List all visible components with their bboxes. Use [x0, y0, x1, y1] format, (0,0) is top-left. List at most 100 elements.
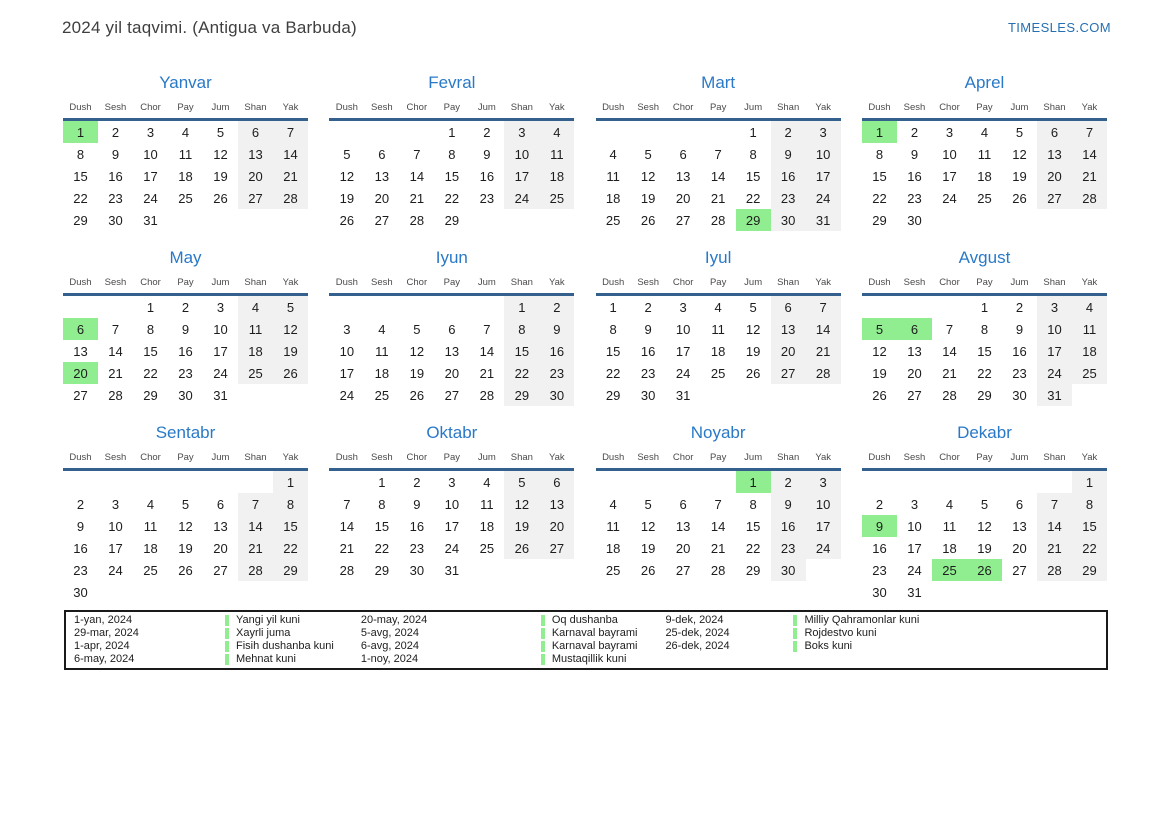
empty-cell	[1072, 581, 1107, 603]
day-cell: 14	[409, 168, 425, 184]
empty-cell	[631, 470, 666, 494]
month-table: Dush Sesh Chor Pay Jum Shan Yak 1 2 3 4 5 6 7 8 9 10 11 12…	[861, 99, 1107, 231]
day-cell: 4	[483, 474, 491, 490]
day-cell: 10	[805, 143, 841, 165]
empty-cell	[596, 120, 631, 144]
day-cell: 26	[409, 387, 425, 403]
month-title: Sentabr	[155, 423, 216, 442]
day-cell: 25	[605, 562, 621, 578]
legend-row: 9-dek, 2024 Milliy Qahramonlar kuni	[665, 614, 919, 627]
holiday-marker-icon	[225, 615, 229, 626]
day-cell: 31	[675, 387, 691, 403]
month-title: Mart	[701, 73, 736, 92]
day-cell: 15	[504, 340, 540, 362]
day-cell: 13	[907, 343, 922, 359]
day-cell: 8	[1071, 493, 1107, 515]
day-cell: 6	[679, 496, 687, 512]
day-cell: 20	[213, 540, 228, 556]
day-cell: 12	[640, 168, 656, 184]
month-title: Fevral	[428, 73, 476, 92]
day-cell: 28	[479, 387, 495, 403]
weekday-label: Yak	[539, 99, 575, 121]
weekday-label: Pay	[434, 274, 470, 296]
day-cell: 19	[273, 340, 308, 362]
month-table: Dush Sesh Chor Pay Jum Shan Yak 1 2 3 4 5 6 7 8 9 10 11 12…	[861, 449, 1107, 603]
day-cell: 31	[1036, 384, 1072, 406]
weekday-label: Sesh	[896, 274, 932, 296]
day-cell: 9	[1015, 321, 1024, 337]
empty-cell	[932, 209, 967, 231]
day-cell: 16	[409, 518, 425, 534]
day-cell: 12	[504, 493, 540, 515]
day-cell: 4	[181, 124, 190, 140]
day-cell: 4	[609, 496, 617, 512]
empty-cell	[504, 559, 539, 581]
legend-date: 5-avg, 2024	[360, 627, 419, 639]
day-cell: 4	[1071, 294, 1107, 318]
day-cell: 22	[1071, 537, 1107, 559]
day-cell: 8	[875, 146, 884, 162]
day-cell: 4	[714, 299, 722, 315]
day-cell: 8	[749, 146, 757, 162]
day-cell: 2	[413, 474, 421, 490]
day-cell: 25	[374, 387, 390, 403]
day-cell: 7	[343, 496, 351, 512]
day-cell: 13	[1012, 518, 1027, 534]
day-cell: 16	[73, 540, 88, 556]
day-cell: 24	[504, 187, 540, 209]
day-cell: 30	[178, 387, 193, 403]
day-cell: 19	[409, 365, 425, 381]
weekday-label: Shan	[770, 274, 806, 296]
day-cell: 29	[735, 209, 771, 231]
day-cell: 19	[640, 190, 656, 206]
weekday-label: Chor	[665, 274, 701, 296]
day-cell: 23	[907, 190, 922, 206]
day-cell: 26	[339, 212, 355, 228]
day-cell: 4	[146, 496, 155, 512]
day-cell: 14	[238, 515, 273, 537]
day-cell: 4	[238, 294, 273, 318]
day-cell: 25	[238, 362, 273, 384]
legend-holiday-name: Mehnat kuni	[236, 653, 296, 665]
day-cell: 13	[1036, 143, 1072, 165]
month-title: Yanvar	[159, 73, 212, 92]
day-cell: 28	[339, 562, 355, 578]
day-cell: 15	[1071, 515, 1107, 537]
site-link[interactable]: TIMESLES.COM	[1007, 20, 1111, 35]
month-table: Dush Sesh Chor Pay Jum Shan Yak 1 2 3 4 5 6 7 8 9 10 11 12…	[63, 449, 308, 603]
day-cell: 26	[640, 212, 656, 228]
day-cell: 23	[770, 537, 806, 559]
day-cell: 21	[942, 365, 957, 381]
day-cell: 27	[675, 562, 691, 578]
day-cell: 26	[178, 562, 193, 578]
empty-cell	[967, 581, 1002, 603]
empty-cell	[1072, 384, 1107, 406]
empty-cell	[203, 581, 238, 603]
month-yanvar: Yanvar Dush Sesh Chor Pay Jum Shan Yak 1 2 3 4 5 6 7 8 9…	[62, 72, 309, 247]
day-cell: 24	[1036, 362, 1072, 384]
month-aprel: Aprel Dush Sesh Chor Pay Jum Shan Yak 1 2 3 4 5 6 7 8 9 1…	[861, 72, 1108, 247]
weekday-label: Shan	[238, 274, 273, 296]
legend-column: 20-may, 2024 Oq dushanba 5-avg, 2024 Karnav…	[360, 614, 637, 666]
month-avgust: Avgust Dush Sesh Chor Pay Jum Shan Yak 1 2 3 4 5 6 7 8 9…	[861, 247, 1108, 422]
day-cell: 27	[770, 362, 806, 384]
day-cell: 16	[479, 168, 495, 184]
day-cell: 21	[710, 540, 726, 556]
day-cell: 5	[504, 469, 540, 493]
day-cell: 9	[483, 146, 491, 162]
empty-cell	[238, 384, 273, 406]
day-cell: 28	[942, 387, 957, 403]
legend-holiday-name: Milliy Qahramonlar kuni	[804, 614, 920, 626]
day-cell: 19	[872, 365, 887, 381]
day-cell: 29	[745, 562, 761, 578]
page-title: 2024 yil taqvimi. (Antigua va Barbuda)	[62, 18, 357, 37]
weekday-label: Jum	[1001, 274, 1037, 296]
empty-cell	[469, 209, 504, 231]
day-cell: 30	[1012, 387, 1027, 403]
weekday-label: Chor	[665, 449, 701, 471]
weekday-label: Pay	[168, 274, 203, 296]
day-cell: 9	[861, 515, 897, 537]
empty-cell	[133, 581, 168, 603]
legend-row: 1-apr, 2024 Fisih dushanba kuni	[74, 640, 334, 653]
day-cell: 21	[710, 190, 726, 206]
